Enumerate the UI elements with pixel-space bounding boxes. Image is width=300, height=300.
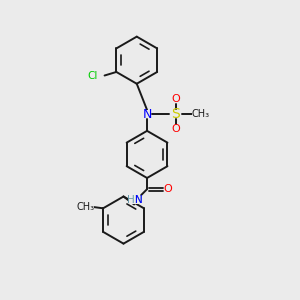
Text: S: S: [172, 107, 180, 121]
Text: N: N: [142, 108, 152, 121]
Text: O: O: [163, 184, 172, 194]
Bar: [164, 185, 172, 193]
Bar: [172, 96, 180, 103]
Bar: [172, 125, 180, 133]
Bar: [171, 110, 181, 118]
Text: N: N: [135, 195, 142, 205]
Text: O: O: [172, 124, 180, 134]
Text: Cl: Cl: [88, 70, 98, 80]
Text: CH₃: CH₃: [192, 109, 210, 119]
Bar: [192, 110, 208, 118]
Bar: [129, 196, 141, 204]
Text: O: O: [172, 94, 180, 104]
Bar: [142, 110, 152, 118]
Text: HN: HN: [127, 195, 142, 205]
Text: CH₃: CH₃: [76, 202, 94, 212]
Bar: [77, 203, 94, 211]
